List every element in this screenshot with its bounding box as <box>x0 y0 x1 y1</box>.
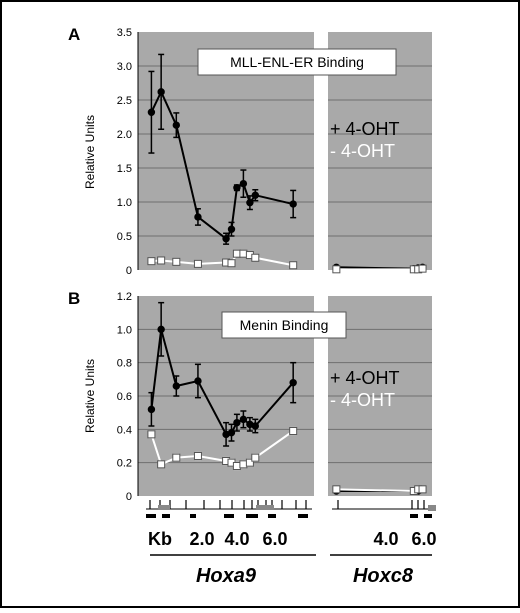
panel-b-y-tick-label: 0 <box>126 491 132 503</box>
panel-a-hoxa9-minus-point <box>232 249 241 258</box>
panel-a-hoxa9-minus-point <box>227 259 236 268</box>
panel-b-hoxa9-plus-point <box>227 428 236 437</box>
panel-a-hoxa9-minus-point <box>157 256 166 265</box>
panel-a-legend-plus: + 4-OHT <box>330 119 400 139</box>
panel-a-hoxa9-plus-point <box>246 198 254 207</box>
panel-b-hoxa9-plus-point <box>172 382 181 390</box>
panel-a-hoxa9-minus-point <box>239 249 248 258</box>
panel-a-y-tick-label: 3.0 <box>117 61 132 73</box>
panel-b-y-tick-label: 1.0 <box>117 324 132 336</box>
panel-a-y-tick-label: 1.0 <box>117 197 132 209</box>
panel-a-hoxc8-minus-point <box>332 265 341 274</box>
panel-b-hoxa9-plus-point <box>194 377 202 385</box>
panel-a-hoxa9-plus-point <box>251 191 260 199</box>
panel-b-y-tick-label: 0.4 <box>117 424 132 436</box>
panel-a-hoxa9-minus-point <box>289 261 298 270</box>
hoxa9-exon-block <box>298 514 308 518</box>
gene-map <box>146 500 436 518</box>
hoxa9-exon-block <box>146 514 156 518</box>
hoxa9-exon-block <box>224 514 234 518</box>
hoxa9-tick-label-6: 6.0 <box>262 529 287 549</box>
hoxc8-tick-label-6: 6.0 <box>411 529 436 549</box>
hoxa9-exon-box <box>256 505 274 510</box>
panel-b-hoxa9-minus-point <box>251 453 260 462</box>
hoxa9-gene-label: Hoxa9 <box>196 565 257 587</box>
hoxa9-exon-block <box>190 514 196 518</box>
panel-a-legend-minus: - 4-OHT <box>330 141 395 161</box>
hoxc8-exon-box <box>428 505 436 511</box>
panel-b-hoxa9-plus-point <box>233 418 241 427</box>
panel-a-hoxa9-plus-point <box>147 108 156 116</box>
panel-a-y-tick-labels: 0 0.5 1.0 1.5 2.0 2.5 3.0 3.5 <box>117 27 132 277</box>
panel-b-title-box <box>221 311 347 339</box>
hoxa9-exon-box <box>158 505 170 510</box>
hoxa9-exon-block <box>246 514 258 518</box>
panel-a-y-tick-label: 1.5 <box>117 163 132 175</box>
panel-b-hoxa9-plus-point <box>239 415 248 424</box>
panel-a-y-tick-label: 2.5 <box>117 95 132 107</box>
panel-b-hoxc8-minus-point <box>332 485 341 494</box>
hoxa9-tick-label-2: 2.0 <box>189 529 214 549</box>
panel-a-y-axis-label: Relative Units <box>83 115 97 189</box>
panel-a-y-tick-label: 3.5 <box>117 27 132 39</box>
panel-b-y-tick-label: 0.6 <box>117 391 132 403</box>
panel-b-hoxa9-minus-point <box>239 460 248 469</box>
hoxc8-tick-label-4: 4.0 <box>373 529 398 549</box>
panel-b-hoxa9-minus-point <box>147 430 156 439</box>
panel-b-hoxc8-minus-point <box>418 485 427 494</box>
hoxc8-gene-label: Hoxc8 <box>353 565 414 587</box>
kb-unit-label: Kb <box>148 529 172 549</box>
panel-a-hoxa9-plus-point <box>172 121 181 129</box>
panel-a-hoxa9-plus-point <box>157 88 165 96</box>
hoxa9-exon-block <box>162 514 170 518</box>
panel-a-title: MLL-ENL-ER Binding <box>230 54 364 70</box>
panel-b-y-tick-label: 1.2 <box>117 291 132 303</box>
panel-b-hoxa9-plus-point <box>157 325 165 334</box>
panel-b-hoxa9-plus-point <box>289 378 297 387</box>
panel-a-hoxa9-plus-point <box>227 225 236 233</box>
panel-b-hoxa9-minus-point <box>232 462 241 470</box>
panel-a-y-tick-label: 0.5 <box>117 231 132 243</box>
panel-a-letter: A <box>68 25 80 44</box>
panel-a-hoxa9-minus-point <box>193 259 202 268</box>
panel-b-legend-minus: - 4-OHT <box>330 390 395 410</box>
panel-b-title: Menin Binding <box>240 317 329 333</box>
panel-b-y-tick-labels: 0 0.2 0.4 0.6 0.8 1.0 1.2 <box>117 291 132 503</box>
panel-a-hoxc8-minus-point <box>418 264 427 273</box>
panel-a-y-tick-label: 2.0 <box>117 129 132 141</box>
panel-a-hoxa9-minus-point <box>147 257 156 266</box>
panel-a-hoxc8-minus-series-line <box>336 267 423 271</box>
panel-a-y-tick-label: 0 <box>126 265 132 277</box>
panel-b-hoxa9-minus-point <box>245 458 254 467</box>
panel-b-hoxa9-plus-point <box>147 405 156 414</box>
panel-a-hoxa9-plus-point <box>233 184 241 192</box>
panel-a-hoxa9-minus-point <box>251 253 260 262</box>
panel-a-gridlines <box>138 65 432 237</box>
hoxa9-tick-label-4: 4.0 <box>224 529 249 549</box>
panel-b-hoxa9-minus-point <box>157 460 166 469</box>
panel-b-series <box>147 301 427 495</box>
panel-a-hoxa9-plus-point <box>222 235 230 243</box>
panel-b-legend-plus: + 4-OHT <box>330 368 400 388</box>
hoxc8-exon-block <box>410 514 418 518</box>
panel-a-hoxa9-plus-point <box>239 179 248 188</box>
panel-b-y-axis-label: Relative Units <box>83 359 97 433</box>
panel-a-hoxa9-plus-point <box>289 200 297 208</box>
panel-b-hoxa9-plus-point <box>251 422 260 430</box>
hoxc8-exon-block <box>424 514 432 518</box>
panel-b-hoxa9-minus-point <box>289 427 298 435</box>
panel-b-hoxa9-minus-point <box>193 452 202 460</box>
panel-a-hoxa9-minus-point <box>172 257 181 266</box>
hoxa9-exon-block <box>268 514 276 518</box>
panel-b-hoxa9-minus-point <box>172 453 181 462</box>
panel-a-hoxa9-plus-point <box>194 213 202 221</box>
panel-b-y-tick-label: 0.8 <box>117 358 132 370</box>
panel-a-series <box>147 53 427 274</box>
panel-b-y-tick-label: 0.2 <box>117 458 132 470</box>
panel-a-title-box <box>197 48 397 76</box>
panel-b-letter: B <box>68 289 80 308</box>
